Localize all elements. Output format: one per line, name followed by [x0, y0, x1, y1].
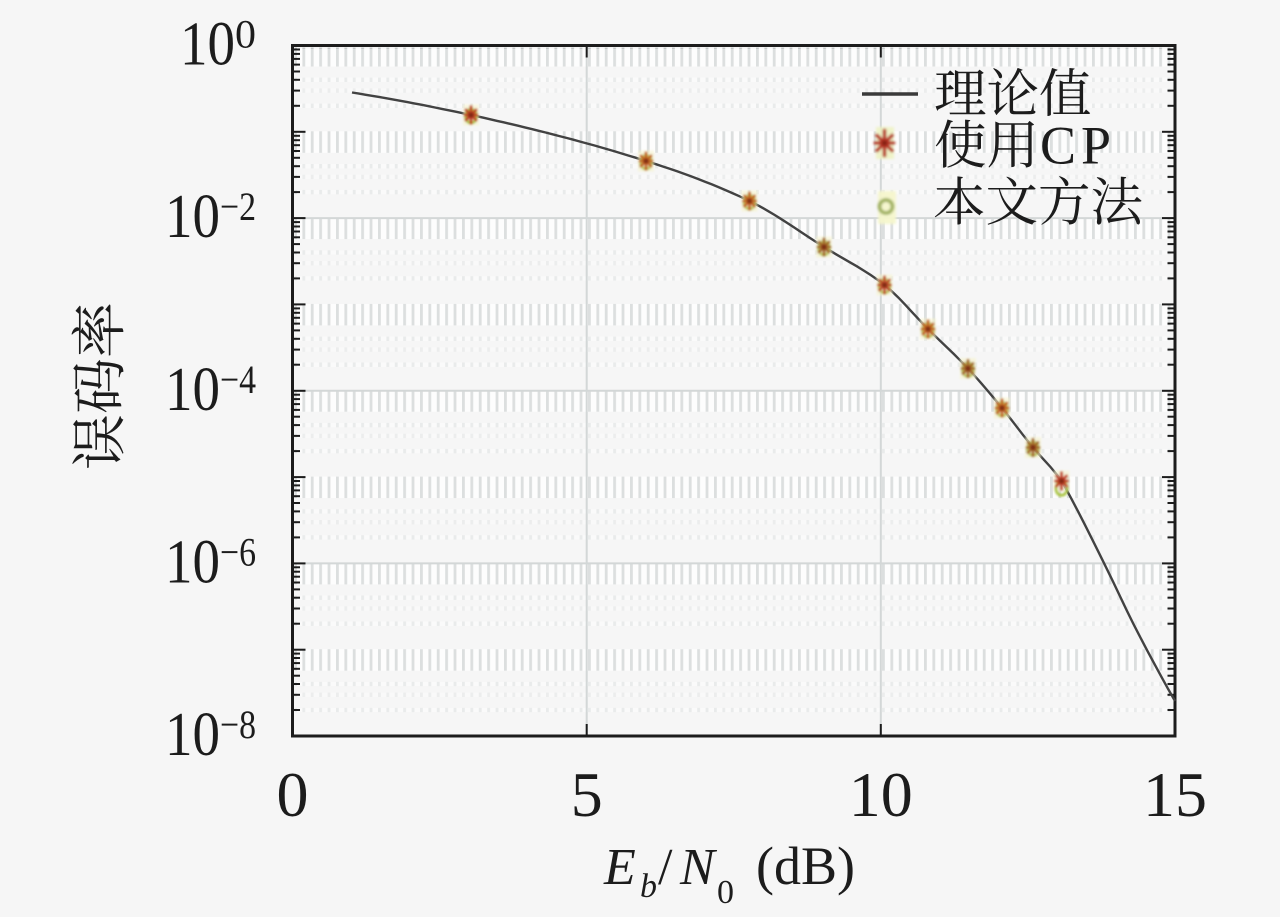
- svg-text:/: /: [658, 839, 673, 896]
- svg-text:10: 10: [849, 759, 913, 830]
- svg-text:−4: −4: [220, 357, 256, 402]
- svg-text:10: 10: [180, 11, 235, 79]
- svg-text:10: 10: [165, 356, 220, 424]
- svg-text:−2: −2: [220, 184, 256, 229]
- svg-text:10: 10: [165, 183, 220, 251]
- svg-text:0: 0: [277, 759, 309, 830]
- svg-text:N: N: [679, 839, 718, 896]
- svg-text:−6: −6: [220, 529, 256, 574]
- svg-text:10: 10: [165, 701, 220, 769]
- svg-text:0: 0: [717, 874, 734, 911]
- svg-text:10: 10: [165, 528, 220, 596]
- svg-text:CP: CP: [1040, 116, 1116, 176]
- svg-text:b: b: [640, 868, 657, 905]
- svg-text:E: E: [603, 839, 636, 896]
- svg-text:15: 15: [1143, 759, 1207, 830]
- svg-text:(dB): (dB): [756, 836, 855, 896]
- svg-text:−8: −8: [220, 702, 256, 747]
- svg-text:0: 0: [235, 12, 256, 57]
- svg-text:5: 5: [571, 759, 603, 830]
